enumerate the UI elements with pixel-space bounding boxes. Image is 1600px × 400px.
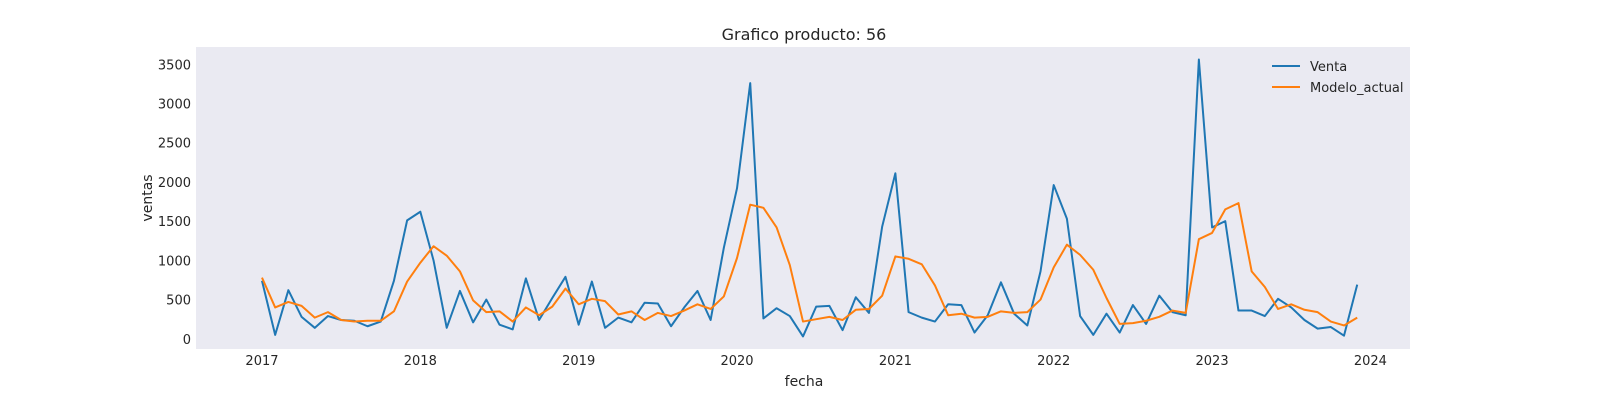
x-axis-label: fecha [785,374,824,390]
chart-title: Grafico producto: 56 [722,25,887,44]
y-tick-label: 1000 [158,254,191,269]
x-tick-label: 2023 [1196,354,1229,369]
legend-label: Venta [1310,60,1347,75]
series-line-venta [261,58,1359,338]
x-tick-label: 2024 [1354,354,1387,369]
y-tick-label: 0 [183,333,191,348]
legend-label: Modelo_actual [1310,81,1404,96]
y-tick-label: 2500 [158,137,191,152]
y-tick-labels: 0 500 1000 1500 2000 2500 3000 3500 [158,58,191,348]
y-axis-label: ventas [140,174,156,221]
y-tick-label: 2000 [158,176,191,191]
series-line-modelo-actual [261,202,1358,327]
x-tick-label: 2021 [879,354,912,369]
x-tick-labels: 2017 2018 2019 2020 2021 2022 2023 2024 [245,354,1387,369]
plot-background [196,47,1410,349]
x-tick-label: 2017 [245,354,278,369]
x-tick-label: 2019 [562,354,595,369]
legend: Venta Modelo_actual [1272,60,1404,96]
x-tick-label: 2018 [404,354,437,369]
y-tick-label: 3000 [158,97,191,112]
y-tick-label: 3500 [158,58,191,73]
x-tick-label: 2022 [1037,354,1070,369]
series-layer [261,58,1359,338]
y-tick-label: 500 [166,294,191,309]
x-tick-label: 2020 [720,354,753,369]
y-tick-label: 1500 [158,215,191,230]
